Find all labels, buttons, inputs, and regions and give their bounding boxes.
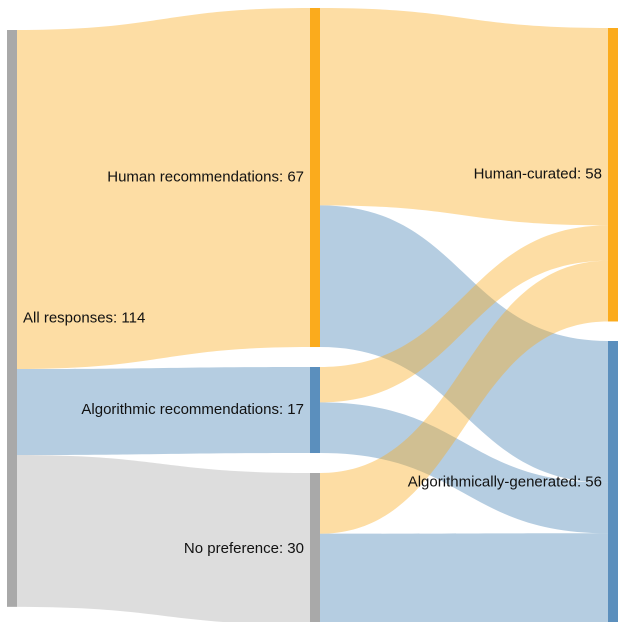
link [320,533,608,622]
links [17,8,608,622]
node-label: No preference: 30 [184,540,304,557]
link [17,8,310,370]
link [320,260,608,534]
link [320,225,608,403]
link [320,205,608,483]
node-label: Human-curated: 58 [474,166,602,183]
link [17,455,310,622]
node [310,367,320,454]
link [320,402,608,534]
node-label: Algorithmically-generated: 56 [408,474,602,491]
node [608,341,618,622]
node [310,473,320,622]
node-label: Human recommendations: 67 [107,168,304,185]
node [310,8,320,348]
node-label: Algorithmic recommendations: 17 [81,401,304,418]
node [608,28,618,322]
link [17,367,310,456]
node-label: All responses: 114 [23,309,145,326]
link [320,8,608,226]
node [7,30,17,607]
